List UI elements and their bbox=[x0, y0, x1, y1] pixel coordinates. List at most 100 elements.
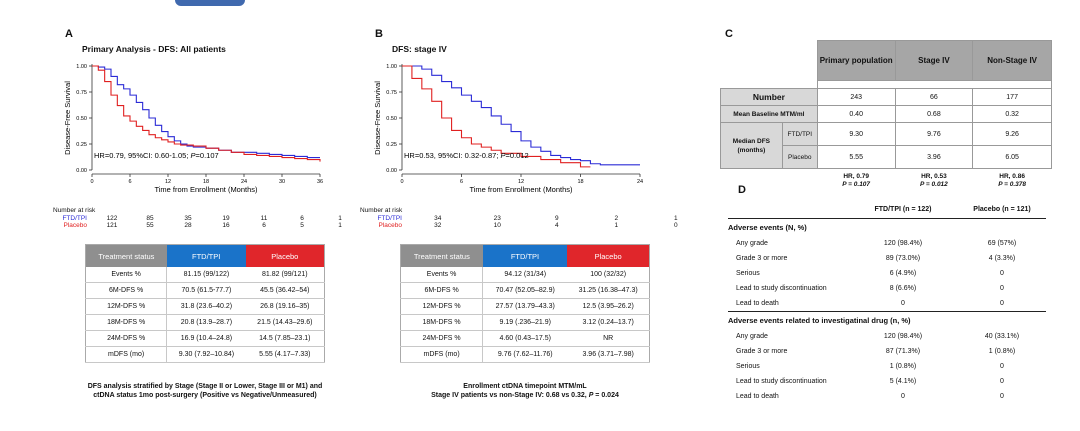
risk-count: 6 bbox=[300, 215, 304, 222]
table-cell: Events % bbox=[400, 267, 484, 283]
table-row: 18M-DFS % 20.8 (13.9–28.7) 21.5 (14.43–29.… bbox=[85, 314, 325, 331]
cell: 66 bbox=[894, 88, 974, 106]
cell: 0.32 bbox=[972, 105, 1052, 123]
caption-b-prefix: Stage IV patients vs non-Stage IV: 0.68 … bbox=[431, 392, 589, 399]
table-cell: Events % bbox=[85, 267, 168, 283]
table-row: mDFS (mo) 9.76 (7.62–11.76) 3.96 (3.71–7.9… bbox=[400, 346, 650, 363]
table-cell: 0 bbox=[1000, 392, 1004, 400]
km-b-series-placebo bbox=[402, 65, 591, 168]
caption-b-p-label: P bbox=[588, 392, 594, 399]
risk-count: 34 bbox=[434, 215, 442, 222]
cell: 6.05 bbox=[972, 145, 1052, 169]
hr-annotation: HR=0.53, 95%CI: 0.32-0.87; P=0.012 bbox=[404, 151, 529, 160]
section-header: Adverse events related to investigatinal… bbox=[728, 310, 1046, 329]
km-chart-b: 0.00 0.25 0.50 0.75 1.00 0 6 12 18 24 Time from En… bbox=[373, 64, 643, 194]
empty-corner bbox=[728, 202, 848, 219]
panel-a-title: Primary Analysis - DFS: All patients bbox=[82, 44, 226, 54]
table-cell: 20.8 (13.9–28.7) bbox=[166, 314, 246, 331]
col-treatment-status: Treatment status bbox=[85, 244, 167, 267]
table-cell: 12.5 (3.95–26.2) bbox=[567, 298, 650, 315]
table-row: 6M-DFS % 70.47 (52.05–82.9) 31.25 (16.38–4… bbox=[400, 282, 650, 299]
table-cell: 6M-DFS % bbox=[85, 282, 168, 299]
y-tick-label: 1.00 bbox=[76, 64, 87, 70]
section-title: Adverse events related to investigatinal… bbox=[728, 310, 1046, 329]
x-tick-label: 12 bbox=[165, 179, 171, 185]
table-row: Grade 3 or more 89 (73.0%) 4 (3.3%) bbox=[728, 251, 1046, 266]
table-cell: 12M-DFS % bbox=[85, 298, 168, 315]
row-label-median-dfs: Median DFS (months) bbox=[720, 122, 783, 169]
risk-table-b: Number at risk FTD/TPI 34 23 9 2 1 Placebo 32 1… bbox=[360, 205, 706, 230]
table-cell: 31.8 (23.6–40.2) bbox=[166, 298, 246, 315]
caption-b-line-2: Stage IV patients vs non-Stage IV: 0.68 … bbox=[380, 391, 670, 400]
panel-b-title: DFS: stage IV bbox=[392, 44, 447, 54]
risk-count: 6 bbox=[262, 222, 266, 229]
table-row: 24M-DFS % 16.9 (10.4–24.8) 14.5 (7.85–23.1… bbox=[85, 330, 325, 347]
risk-count: 122 bbox=[106, 215, 118, 222]
y-axis-label: Disease-Free Survival bbox=[373, 81, 382, 155]
risk-row-label: FTD/TPI bbox=[377, 215, 402, 222]
hr-non-stage-iv: HR, 0.86 P = 0.378 bbox=[973, 169, 1052, 193]
y-tick-label: 0.25 bbox=[386, 142, 397, 148]
col-ftd: FTD/TPI (n = 122) bbox=[848, 202, 958, 219]
col-placebo: Placebo bbox=[567, 244, 650, 267]
p-value: P = 0.012 bbox=[920, 180, 948, 188]
table-cell: Grade 3 or more bbox=[736, 254, 788, 262]
table-cell: Lead to study discontinuation bbox=[736, 284, 827, 292]
table-cell: 94.12 (31/34) bbox=[482, 267, 568, 283]
hr-stage-iv: HR, 0.53 P = 0.012 bbox=[895, 169, 973, 193]
risk-label: Number at risk bbox=[53, 206, 96, 214]
table-cell: 21.5 (14.43–29.6) bbox=[245, 314, 325, 331]
caption-b-p-value: = 0.024 bbox=[593, 392, 619, 399]
table-cell: 24M-DFS % bbox=[85, 330, 168, 347]
risk-count: 16 bbox=[222, 222, 230, 229]
dfs-table-a: Treatment status FTD/TPI Placebo Events … bbox=[85, 244, 325, 363]
table-cell: 89 (73.0%) bbox=[885, 254, 921, 262]
x-tick-label: 30 bbox=[279, 179, 285, 185]
table-cell: 3.96 (3.71–7.98) bbox=[567, 346, 650, 363]
x-tick-label: 0 bbox=[400, 179, 403, 185]
caption-a-line-1: DFS analysis stratified by Stage (Stage … bbox=[87, 383, 323, 390]
col-ftd: FTD/TPI bbox=[482, 244, 568, 267]
caption-b: Enrollment ctDNA timepoint MTM/mL Stage … bbox=[380, 382, 670, 400]
table-cell: 12M-DFS % bbox=[400, 298, 484, 315]
table-cell: 1 (0.8%) bbox=[988, 347, 1016, 355]
x-tick-label: 18 bbox=[203, 179, 209, 185]
table-row: 6M-DFS % 70.5 (61.5-77.7) 45.5 (36.42–54) bbox=[85, 282, 325, 299]
table-cell: 31.25 (16.38–47.3) bbox=[567, 282, 650, 299]
table-cell: 120 (98.4%) bbox=[883, 332, 923, 340]
table-row: Lead to death 0 0 bbox=[728, 389, 1046, 404]
table-cell: Serious bbox=[736, 269, 760, 277]
table-cell: 70.5 (61.5-77.7) bbox=[166, 282, 246, 299]
row-label-mean-mtm: Mean Baseline MTM/ml bbox=[720, 105, 818, 123]
risk-count: 11 bbox=[260, 215, 268, 222]
km-chart-a: 0.00 0.25 0.50 0.75 1.00 0 6 12 18 24 30 36 Time fro… bbox=[63, 64, 323, 194]
table-cell: 81.15 (99/122) bbox=[166, 267, 246, 283]
y-tick-label: 0.00 bbox=[76, 168, 87, 174]
table-cell: 69 (57%) bbox=[987, 239, 1017, 247]
table-cell: Any grade bbox=[736, 239, 768, 247]
table-row: Lead to death 0 0 bbox=[728, 296, 1046, 312]
row-label-number: Number bbox=[720, 88, 818, 106]
hr-value: HR, 0.53 bbox=[921, 172, 947, 180]
x-tick-label: 12 bbox=[518, 179, 524, 185]
table-cell: 81.82 (99/121) bbox=[245, 267, 325, 283]
hr-value: HR, 0.86 bbox=[999, 172, 1025, 180]
table-cell: 6M-DFS % bbox=[400, 282, 484, 299]
table-row: Events % 94.12 (31/34) 100 (32/32) bbox=[400, 267, 650, 283]
p-value: P = 0.107 bbox=[842, 180, 871, 188]
title-remnant bbox=[175, 0, 245, 6]
table-row: Grade 3 or more 87 (71.3%) 1 (0.8%) bbox=[728, 344, 1046, 359]
dfs-table-b: Treatment status FTD/TPI Placebo Events … bbox=[400, 244, 650, 363]
table-cell: 9.76 (7.62–11.76) bbox=[482, 346, 568, 363]
y-tick-label: 0.75 bbox=[76, 90, 87, 96]
risk-row-label: Placebo bbox=[63, 222, 88, 229]
spacer bbox=[895, 80, 973, 89]
table-row: 18M-DFS % 9.19 (.236–21.9) 3.12 (0.24–13.7… bbox=[400, 314, 650, 331]
empty-corner bbox=[721, 169, 818, 193]
cell: 243 bbox=[816, 88, 896, 106]
table-cell: 14.5 (7.85–23.1) bbox=[245, 330, 325, 347]
risk-table-a: Number at risk FTD/TPI 122 85 35 19 11 6 1 Plac… bbox=[53, 205, 359, 230]
table-row: 12M-DFS % 27.57 (13.79–43.3) 12.5 (3.95–26… bbox=[400, 298, 650, 315]
table-cell: Grade 3 or more bbox=[736, 347, 788, 355]
table-cell: 18M-DFS % bbox=[400, 314, 484, 331]
